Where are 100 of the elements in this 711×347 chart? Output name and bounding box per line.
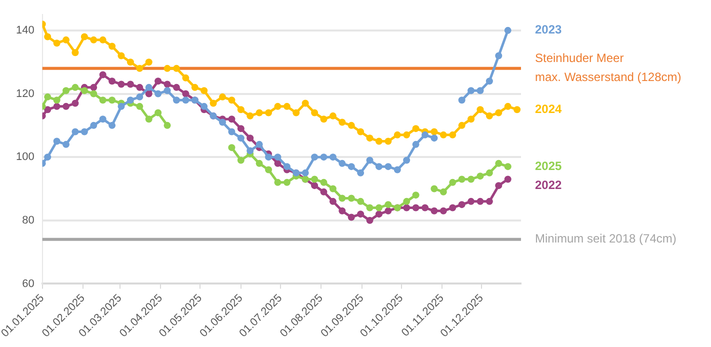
point xyxy=(90,84,98,91)
point xyxy=(486,112,493,120)
point xyxy=(403,198,410,205)
point xyxy=(210,100,217,107)
point xyxy=(53,40,60,47)
point xyxy=(468,198,475,205)
point xyxy=(44,154,52,161)
point xyxy=(394,131,401,138)
point xyxy=(384,138,392,145)
point xyxy=(228,128,236,136)
point xyxy=(311,176,318,183)
point xyxy=(384,163,392,170)
point xyxy=(403,204,410,212)
point xyxy=(53,96,60,104)
series-label: 2023 xyxy=(535,22,562,37)
point xyxy=(200,102,208,110)
series-label: 2025 xyxy=(535,158,562,173)
point xyxy=(274,102,282,110)
point xyxy=(182,96,190,104)
point xyxy=(99,36,106,44)
point xyxy=(403,131,410,138)
point xyxy=(302,100,309,107)
point xyxy=(108,96,116,104)
point xyxy=(412,125,420,132)
point xyxy=(246,134,254,142)
ref-line-label: Minimum seit 2018 (74cm) xyxy=(535,232,676,246)
point xyxy=(338,194,346,202)
point xyxy=(458,96,466,104)
point xyxy=(357,210,364,218)
point xyxy=(108,122,116,129)
point xyxy=(366,134,374,142)
point xyxy=(90,36,98,44)
y-tick-label: 80 xyxy=(22,214,34,226)
point xyxy=(44,93,52,100)
point xyxy=(440,188,447,196)
point xyxy=(357,169,364,176)
point xyxy=(44,33,52,40)
point xyxy=(136,84,144,91)
point xyxy=(412,140,420,148)
point xyxy=(495,52,502,60)
point xyxy=(237,134,244,142)
point xyxy=(108,42,116,50)
ref-line-label: Steinhuder Meer max. Wasserstand (128cm) xyxy=(535,51,682,84)
point xyxy=(476,172,484,180)
point xyxy=(449,131,456,138)
point xyxy=(302,169,309,176)
point xyxy=(136,93,144,100)
series-label: 2024 xyxy=(535,102,562,116)
point xyxy=(172,64,180,72)
point xyxy=(468,176,475,183)
point xyxy=(348,122,355,129)
point xyxy=(430,134,438,142)
point xyxy=(468,116,475,123)
point xyxy=(53,138,60,145)
point xyxy=(357,198,364,205)
point xyxy=(172,96,180,104)
point xyxy=(329,112,336,120)
point xyxy=(476,198,484,205)
point xyxy=(246,112,254,120)
point xyxy=(274,154,282,161)
point xyxy=(265,154,272,161)
point xyxy=(366,216,374,224)
point xyxy=(154,109,162,116)
point xyxy=(72,49,79,56)
point xyxy=(430,207,438,214)
point xyxy=(182,90,190,98)
point xyxy=(164,64,171,72)
point xyxy=(375,138,382,145)
point xyxy=(182,74,190,82)
point xyxy=(228,96,236,104)
point xyxy=(256,109,263,116)
point xyxy=(283,102,290,110)
point xyxy=(219,93,226,100)
point xyxy=(90,90,98,98)
point xyxy=(311,154,318,161)
point xyxy=(375,204,382,212)
point xyxy=(329,198,336,205)
point xyxy=(118,52,125,60)
point xyxy=(62,102,70,110)
point xyxy=(118,80,125,88)
point xyxy=(311,182,318,190)
point xyxy=(412,204,420,212)
point xyxy=(200,87,208,94)
point xyxy=(320,116,328,123)
point xyxy=(228,116,236,123)
point xyxy=(422,204,429,212)
point xyxy=(80,128,88,136)
point xyxy=(329,154,336,161)
point xyxy=(375,210,382,218)
point xyxy=(338,207,346,214)
point xyxy=(320,178,328,186)
point xyxy=(164,87,171,94)
point xyxy=(154,78,162,85)
point xyxy=(486,198,493,205)
series-label: 2022 xyxy=(535,178,562,192)
point xyxy=(458,122,466,129)
point xyxy=(126,80,134,88)
point xyxy=(145,90,152,98)
point xyxy=(403,156,410,164)
point xyxy=(384,201,392,208)
